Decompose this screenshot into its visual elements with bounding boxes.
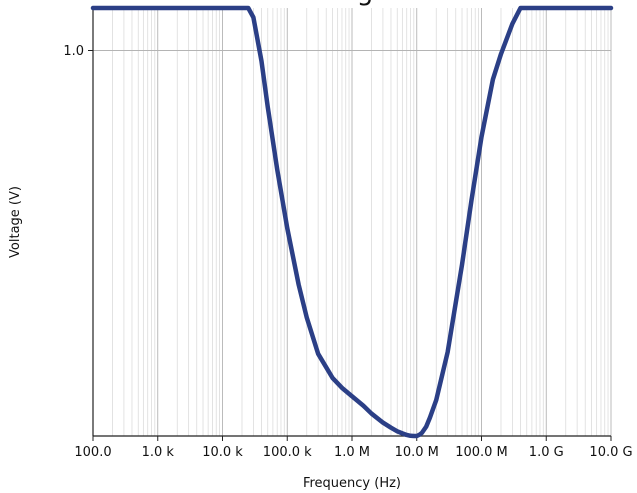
x-axis-label: Frequency (Hz) [303, 476, 401, 491]
y-tick-label: 1.0 [63, 44, 84, 59]
x-tick-label: 1.0 k [142, 445, 175, 460]
voltage-series-line [90, 5, 614, 439]
x-tick-label: 100.0 M [455, 445, 508, 460]
chart-title: g [357, 0, 374, 7]
x-tick-label: 100.0 [74, 445, 111, 460]
x-tick-label: 10.0 G [589, 445, 632, 460]
series-layer [90, 5, 614, 439]
x-tick-label: 1.0 G [529, 445, 564, 460]
y-axis-label: Voltage (V) [8, 186, 23, 258]
x-tick-label: 1.0 M [334, 445, 370, 460]
x-tick-label: 10.0 k [202, 445, 243, 460]
axes [88, 8, 612, 441]
x-tick-label: 100.0 k [263, 445, 312, 460]
x-tick-label: 10.0 M [395, 445, 439, 460]
grid [92, 8, 612, 436]
labels-layer: 100.0 1.0 k 10.0 k 100.0 k 1.0 M 10.0 M 100.0 … [8, 0, 633, 491]
